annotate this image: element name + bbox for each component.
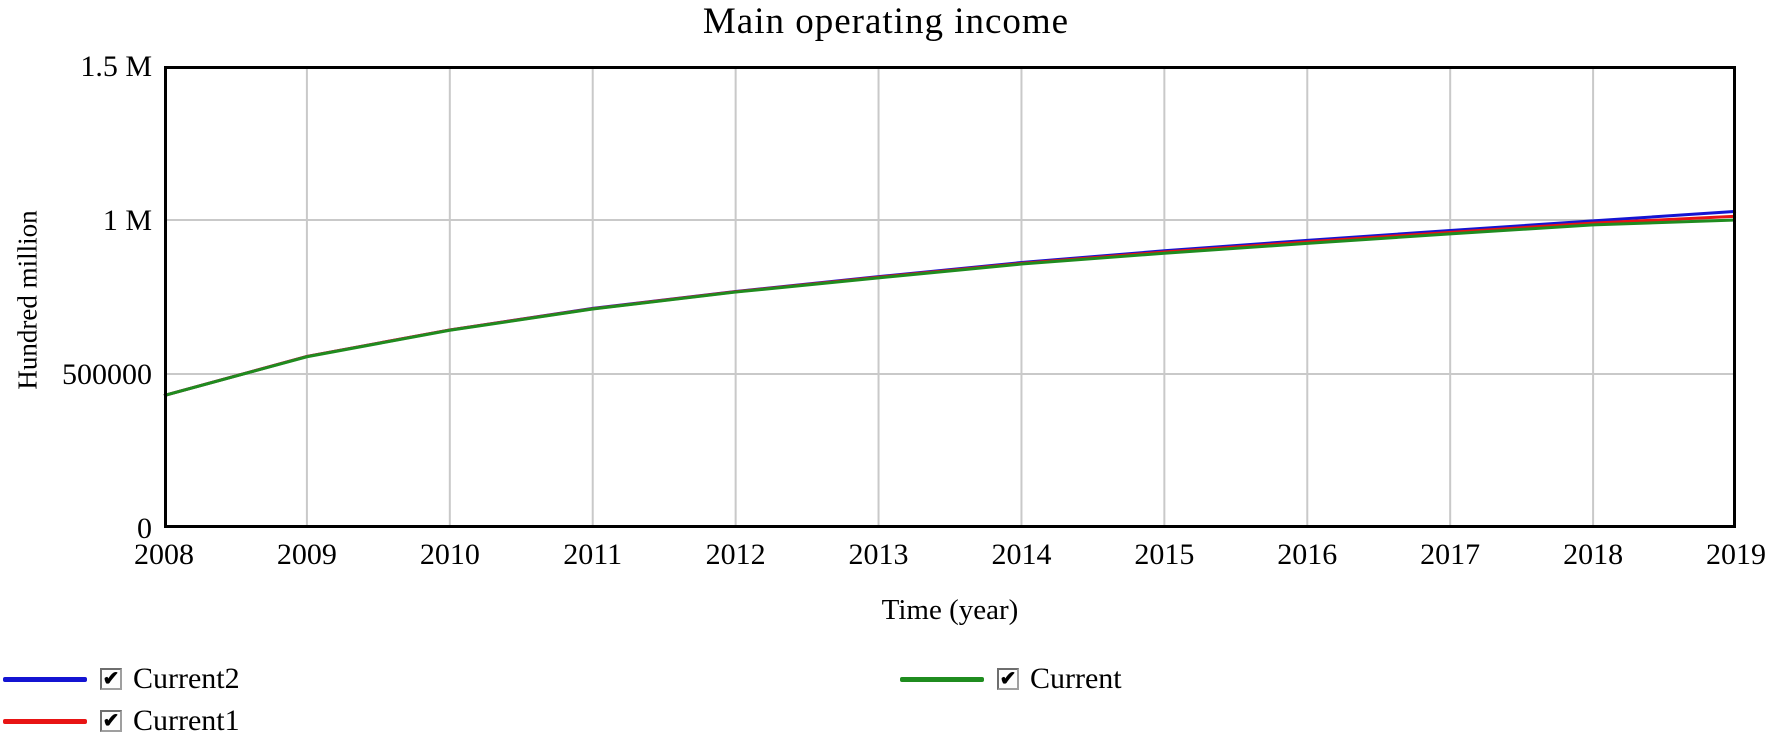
legend-checkbox[interactable]: ✔ (100, 710, 122, 732)
x-tick-label: 2019 (1706, 538, 1766, 571)
x-tick-label: 2015 (1134, 538, 1195, 571)
x-tick-label: 2008 (134, 538, 194, 571)
x-tick-label: 2010 (419, 538, 480, 571)
plot-area (163, 66, 1737, 528)
y-tick-label: 500000 (62, 358, 152, 391)
y-tick-label: 1.5 M (80, 50, 152, 83)
x-axis-title: Time (year) (881, 594, 1019, 626)
legend-item: ✔ Current2 (3, 658, 240, 700)
x-tick-label: 2012 (705, 538, 766, 571)
legend-item-label: Current1 (133, 704, 240, 737)
legend-checkbox[interactable]: ✔ (100, 668, 122, 690)
y-tick-label: 0 (137, 512, 152, 545)
series-line-current (163, 218, 1737, 398)
x-tick-label: 2009 (276, 538, 337, 571)
legend-item-label: Current2 (133, 662, 240, 695)
legend-line-swatch (900, 676, 984, 682)
legend-item: ✔ Current1 (3, 700, 240, 738)
legend-checkbox[interactable]: ✔ (997, 668, 1019, 690)
x-tick-label: 2018 (1563, 538, 1624, 571)
series-line-current2 (163, 209, 1737, 398)
legend-right-group: ✔ Current (900, 658, 1122, 700)
legend-item-label: Current (1030, 662, 1122, 695)
plot-border (164, 66, 1736, 528)
legend-line-swatch (3, 718, 87, 724)
x-tick-label: 2011 (563, 538, 623, 571)
x-tick-label: 2014 (991, 538, 1052, 571)
x-tick-label: 2013 (848, 538, 909, 571)
legend-line-swatch (3, 676, 87, 682)
legend-item: ✔ Current (900, 658, 1122, 700)
x-tick-label: 2017 (1420, 538, 1481, 571)
chart-title: Main operating income (702, 1, 1070, 42)
y-tick-label: 1 M (102, 204, 152, 237)
x-tick-label: 2016 (1277, 538, 1338, 571)
series-line-current1 (163, 214, 1737, 398)
legend-left-group: ✔ Current2 ✔ Current1 (3, 658, 240, 738)
